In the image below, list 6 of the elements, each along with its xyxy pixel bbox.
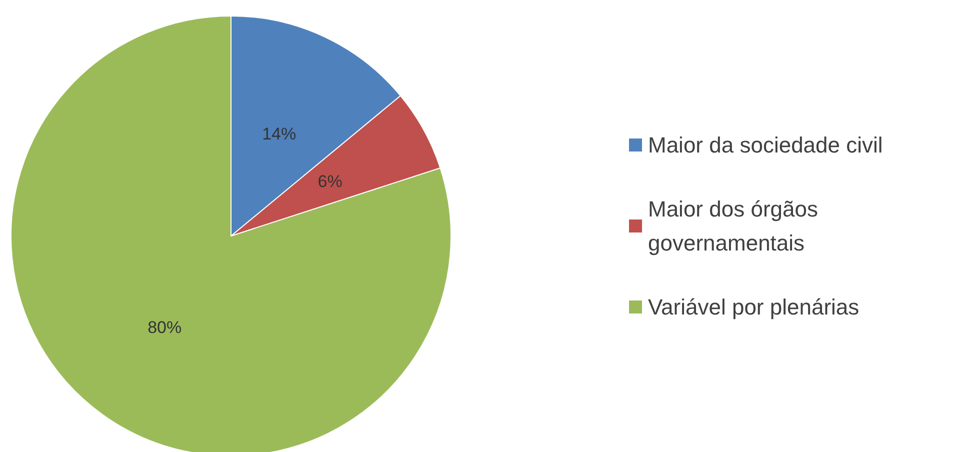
data-label: 6%	[318, 172, 342, 192]
legend-label: Maior da sociedade civil	[648, 132, 883, 158]
legend-label: Maior dos órgãos governamentais	[648, 196, 824, 256]
data-label: 14%	[262, 124, 296, 144]
legend-label: Variável por plenárias	[648, 294, 860, 320]
data-label: 80%	[148, 318, 182, 337]
